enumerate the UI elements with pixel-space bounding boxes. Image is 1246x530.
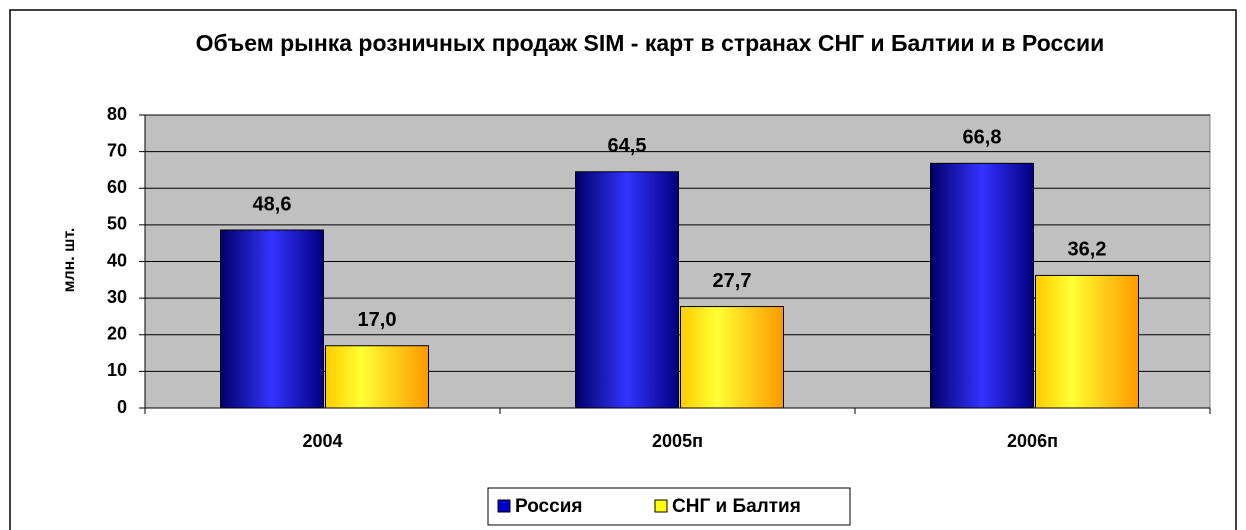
bar	[1035, 274, 1139, 409]
value-label: 27,7	[713, 270, 752, 292]
y-tick-label: 30	[107, 287, 127, 307]
legend-swatch	[654, 499, 668, 513]
legend-label: Россия	[515, 496, 582, 517]
bar	[220, 229, 324, 409]
bar	[930, 162, 1034, 409]
y-tick-label: 70	[107, 140, 127, 160]
legend-swatch	[497, 499, 511, 513]
y-tick-label: 50	[107, 214, 127, 234]
value-label: 66,8	[963, 127, 1002, 149]
value-label: 48,6	[253, 193, 292, 215]
x-tick-label: 2004	[302, 431, 342, 451]
value-label: 36,2	[1068, 239, 1107, 261]
bar	[575, 171, 679, 409]
bar	[325, 345, 429, 409]
chart-title: Объем рынка розничных продаж SIM - карт …	[195, 30, 1105, 56]
y-tick-label: 20	[107, 324, 127, 344]
legend-label: СНГ и Балтия	[672, 496, 801, 517]
x-tick-label: 2005п	[652, 431, 703, 451]
y-tick-label: 0	[117, 397, 127, 417]
y-tick-label: 10	[107, 360, 127, 380]
legend-box	[487, 487, 851, 526]
y-tick-label: 40	[107, 250, 127, 270]
value-label: 64,5	[608, 135, 647, 157]
bar	[680, 306, 784, 409]
value-label: 17,0	[358, 309, 397, 331]
x-tick-label: 2006п	[1007, 431, 1058, 451]
y-tick-label: 60	[107, 177, 127, 197]
y-axis-label: млн. шт.	[61, 228, 78, 293]
y-tick-label: 80	[107, 104, 127, 124]
